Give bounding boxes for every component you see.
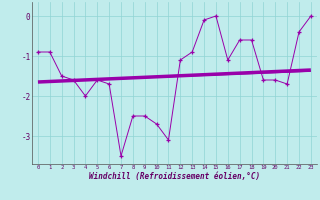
X-axis label: Windchill (Refroidissement éolien,°C): Windchill (Refroidissement éolien,°C) — [89, 172, 260, 181]
